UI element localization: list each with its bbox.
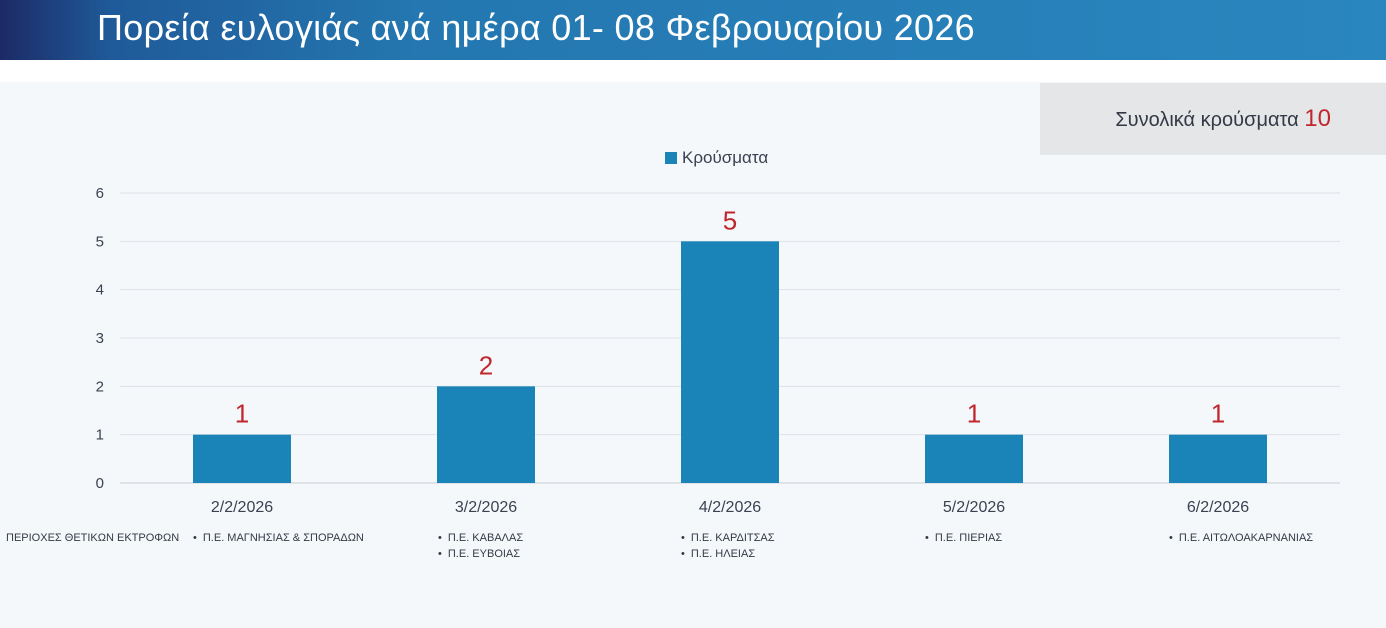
data-labels: 1 2 5 1 1 [235,205,1225,428]
y-tick-label: 4 [96,282,104,299]
total-cases-text: Συνολικά κρούσματα 10 [1115,105,1331,133]
region-item: Π.Ε. ΚΑΒΑΛΑΣ [438,530,523,546]
region-item: Π.Ε. ΗΛΕΙΑΣ [681,546,775,562]
data-label: 1 [1211,399,1225,429]
regions-heading: ΠΕΡΙΟΧΕΣ ΘΕΤΙΚΩΝ ΕΚΤΡΟΦΩΝ [6,532,180,544]
data-label: 5 [723,205,737,235]
region-item: Π.Ε. ΜΑΓΝΗΣΙΑΣ & ΣΠΟΡΑΔΩΝ [193,530,364,546]
x-axis-ticks: 2/2/2026 3/2/2026 4/2/2026 5/2/2026 6/2/2026 [211,499,1249,516]
x-tick-label: 4/2/2026 [699,499,761,516]
y-axis-ticks: 0 1 2 3 4 5 6 [96,185,104,492]
region-list: Π.Ε. ΜΑΓΝΗΣΙΑΣ & ΣΠΟΡΑΔΩΝ [193,530,364,546]
region-list: Π.Ε. ΠΙΕΡΙΑΣ [925,530,1002,546]
total-cases-value: 10 [1304,105,1331,132]
x-tick-label: 3/2/2026 [455,499,517,516]
bar [1169,434,1267,483]
region-item: Π.Ε. ΑΙΤΩΛΟΑΚΑΡΝΑΝΙΑΣ [1169,530,1313,546]
region-item: Π.Ε. ΚΑΡΔΙΤΣΑΣ [681,530,775,546]
page-title: Πορεία ευλογιάς ανά ημέρα 01- 08 Φεβρουα… [97,7,975,48]
total-cases-box: Συνολικά κρούσματα 10 [1040,83,1386,155]
legend: Κρούσματα [665,148,768,167]
y-tick-label: 0 [96,475,104,492]
region-list: Π.Ε. ΑΙΤΩΛΟΑΚΑΡΝΑΝΙΑΣ [1169,530,1313,546]
legend-swatch [665,152,677,164]
bars [193,241,1267,483]
bar [925,434,1023,483]
x-tick-label: 5/2/2026 [943,499,1005,516]
bar [681,241,779,483]
y-tick-label: 5 [96,233,104,250]
data-label: 1 [967,399,981,429]
data-label: 1 [235,399,249,429]
region-item: Π.Ε. ΕΥΒΟΙΑΣ [438,546,523,562]
x-tick-label: 6/2/2026 [1187,499,1249,516]
y-tick-label: 6 [96,185,104,202]
bar [193,434,291,483]
total-cases-label: Συνολικά κρούσματα [1115,109,1299,131]
data-label: 2 [479,350,493,380]
bar [437,386,535,483]
y-tick-label: 1 [96,427,104,444]
legend-label: Κρούσματα [682,148,768,167]
region-list: Π.Ε. ΚΑΒΑΛΑΣΠ.Ε. ΕΥΒΟΙΑΣ [438,530,523,562]
region-item: Π.Ε. ΠΙΕΡΙΑΣ [925,530,1002,546]
header-bar: Πορεία ευλογιάς ανά ημέρα 01- 08 Φεβρουα… [0,0,1386,60]
y-tick-label: 3 [96,330,104,347]
y-tick-label: 2 [96,378,104,395]
x-tick-label: 2/2/2026 [211,499,273,516]
region-list: Π.Ε. ΚΑΡΔΙΤΣΑΣΠ.Ε. ΗΛΕΙΑΣ [681,530,775,562]
